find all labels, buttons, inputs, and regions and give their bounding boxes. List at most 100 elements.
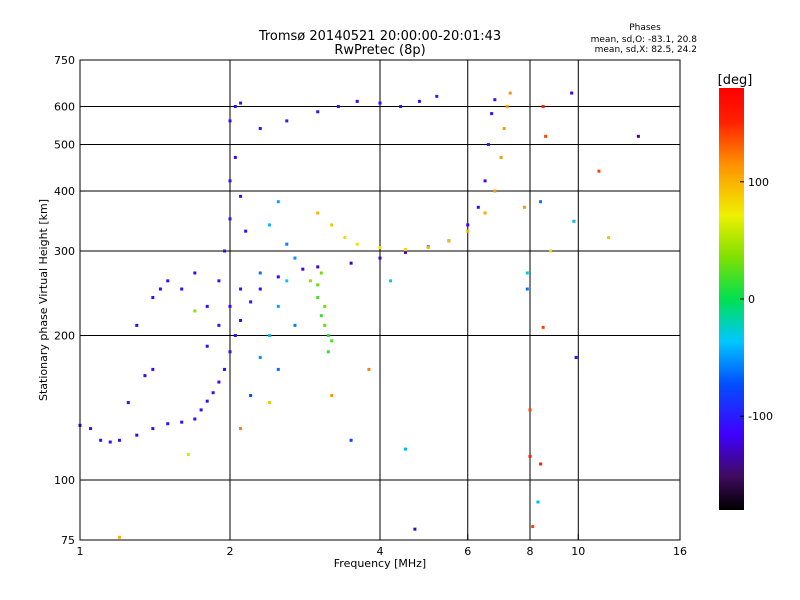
data-point (193, 417, 197, 421)
data-point (417, 99, 421, 103)
data-point (228, 179, 232, 183)
data-point (323, 323, 327, 327)
x-tick-label: 1 (77, 545, 84, 558)
data-point (258, 355, 262, 359)
data-point (158, 287, 162, 291)
data-point (267, 223, 271, 227)
data-point (330, 223, 334, 227)
data-point (525, 271, 529, 275)
data-point (217, 279, 221, 283)
data-point (117, 438, 121, 442)
data-point (316, 265, 320, 269)
data-point (403, 248, 407, 252)
data-point (549, 249, 553, 253)
data-point (135, 433, 139, 437)
phases-o-stats: mean, sd,O: -83.1, 20.8 (591, 35, 698, 45)
colorbar (719, 88, 744, 510)
data-point (99, 438, 103, 442)
data-point (330, 394, 334, 398)
data-point (505, 105, 509, 109)
data-point (166, 279, 170, 283)
data-point (258, 271, 262, 275)
data-point (151, 427, 155, 431)
data-point (541, 105, 545, 109)
x-tick-label: 4 (377, 545, 384, 558)
data-point (355, 99, 359, 103)
data-point (205, 399, 209, 403)
data-point (233, 334, 237, 338)
chart-subtitle: RwPretec (8p) (334, 43, 425, 58)
data-point (536, 500, 540, 504)
data-point (389, 279, 393, 283)
data-point (228, 119, 232, 123)
data-point (378, 246, 382, 250)
data-point (211, 391, 215, 395)
data-point (135, 323, 139, 327)
data-point (476, 205, 480, 209)
data-point (249, 300, 253, 304)
data-point (143, 374, 147, 378)
data-point (285, 242, 289, 246)
colorbar-tick-label: 0 (748, 293, 755, 306)
data-point (499, 155, 503, 159)
data-point (267, 334, 271, 338)
data-point (117, 535, 121, 539)
data-point (539, 462, 543, 466)
data-point (293, 323, 297, 327)
data-point (276, 200, 280, 204)
data-point (249, 394, 253, 398)
data-point (493, 98, 497, 102)
data-point (276, 367, 280, 371)
data-point (413, 527, 417, 531)
data-point (378, 101, 382, 105)
x-tick-label: 10 (571, 545, 585, 558)
data-point (326, 350, 330, 354)
x-tick-label: 6 (464, 545, 471, 558)
data-point (186, 453, 190, 457)
data-point (493, 189, 497, 193)
y-tick-label: 600 (54, 101, 75, 114)
data-point (239, 101, 243, 105)
data-point (301, 267, 305, 271)
grid-lines (80, 60, 680, 540)
data-point (349, 438, 353, 442)
y-tick-label: 500 (54, 139, 75, 152)
data-point (399, 105, 403, 109)
data-point (267, 401, 271, 405)
phases-heading: Phases (629, 23, 661, 33)
data-point (205, 304, 209, 308)
data-point (239, 318, 243, 322)
data-point (239, 287, 243, 291)
data-point (223, 249, 227, 253)
data-point (403, 447, 407, 451)
colorbar-tick-label: -100 (748, 410, 773, 423)
data-point (466, 229, 470, 233)
data-point (426, 246, 430, 250)
data-point (258, 287, 262, 291)
x-tick-label: 16 (673, 545, 687, 558)
data-point (486, 143, 490, 147)
data-point (574, 355, 578, 359)
data-point (447, 239, 451, 243)
data-point (570, 91, 574, 95)
colorbar-ticks: 100 0 -100 (740, 176, 773, 423)
y-tick-label: 200 (54, 330, 75, 343)
data-point (166, 422, 170, 426)
data-point (539, 200, 543, 204)
data-point (258, 126, 262, 130)
data-point (336, 105, 340, 109)
colorbar-label: [deg] (718, 73, 753, 88)
data-point (126, 401, 130, 405)
data-point (276, 275, 280, 279)
data-point (597, 169, 601, 173)
data-point (636, 134, 640, 138)
data-point (572, 219, 576, 223)
data-point (151, 296, 155, 300)
data-point (316, 283, 320, 287)
data-point (276, 304, 280, 308)
data-point (466, 223, 470, 227)
data-point (490, 112, 494, 116)
y-tick-labels: 75 100 200 300 400 500 600 750 (54, 54, 86, 547)
colorbar-tick-label: 100 (748, 176, 769, 189)
